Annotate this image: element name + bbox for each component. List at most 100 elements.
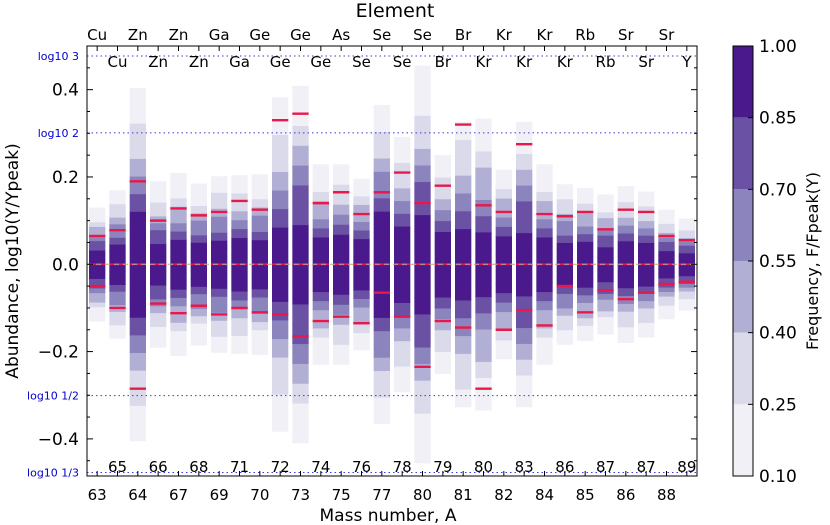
density-band (170, 272, 187, 282)
density-band (556, 300, 573, 309)
density-band (272, 338, 289, 358)
density-band (434, 329, 451, 342)
density-band (577, 325, 594, 334)
density-band (373, 158, 390, 172)
density-band (333, 184, 350, 195)
density-band (170, 289, 187, 298)
density-band (556, 315, 573, 323)
plot-background (87, 46, 697, 476)
density-band (373, 171, 390, 186)
density-band (556, 206, 573, 214)
density-band (150, 188, 167, 196)
density-band (414, 231, 431, 249)
density-band (231, 291, 248, 301)
density-band (150, 257, 167, 265)
density-band (89, 235, 106, 242)
column-As-75 (333, 164, 350, 365)
column-Br-81 (455, 121, 472, 408)
density-band (678, 294, 695, 300)
density-band (556, 198, 573, 207)
density-band (190, 293, 207, 302)
density-band (414, 429, 431, 447)
density-band (129, 281, 146, 301)
density-band (251, 280, 268, 290)
density-band (292, 363, 309, 384)
density-band (211, 336, 228, 345)
density-band (231, 308, 248, 319)
density-band (150, 285, 167, 293)
density-band (231, 255, 248, 265)
density-band (333, 304, 350, 315)
element-label: Cu (87, 26, 107, 44)
density-band (312, 227, 329, 238)
density-band (190, 337, 207, 346)
density-band (251, 346, 268, 355)
column-Y-89 (678, 218, 695, 311)
density-band (678, 256, 695, 261)
density-band (638, 242, 655, 251)
y-tick-label: 0.0 (52, 255, 79, 275)
density-band (394, 340, 411, 354)
density-band (190, 256, 207, 265)
density-band (190, 286, 207, 295)
density-band (434, 231, 451, 243)
colorbar-tick-label: 0.10 (759, 467, 797, 487)
density-band (109, 277, 126, 285)
density-band (312, 346, 329, 356)
density-band (333, 224, 350, 235)
density-band (292, 85, 309, 107)
element-label: Ge (270, 53, 291, 71)
density-band (170, 255, 187, 265)
density-band (556, 329, 573, 338)
density-band (495, 264, 512, 275)
density-band (211, 240, 228, 249)
density-band (129, 87, 146, 106)
mass-number-label: 68 (189, 458, 208, 476)
density-band (312, 209, 329, 220)
density-band (292, 145, 309, 166)
density-band (89, 245, 106, 251)
density-band (597, 240, 614, 248)
density-band (312, 173, 329, 183)
density-band (272, 208, 289, 228)
colorbar-segment (733, 117, 753, 190)
density-band (109, 230, 126, 238)
density-band (170, 239, 187, 249)
density-band (577, 302, 594, 311)
density-band (658, 209, 675, 215)
colorbar-tick-label: 0.40 (759, 324, 797, 344)
density-band (678, 233, 695, 239)
density-band (556, 271, 573, 280)
density-band (312, 164, 329, 174)
density-band (231, 210, 248, 221)
density-band (353, 307, 370, 317)
density-band (434, 351, 451, 363)
density-band (89, 302, 106, 308)
density-band (394, 200, 411, 214)
density-band (353, 298, 370, 308)
density-band (678, 226, 695, 231)
density-band (394, 366, 411, 380)
density-band (89, 259, 106, 265)
density-band (536, 264, 553, 274)
density-band (129, 158, 146, 177)
density-band (129, 211, 146, 230)
density-band (617, 264, 634, 273)
density-band (658, 291, 675, 297)
density-band (190, 278, 207, 287)
column-Ga-69 (211, 176, 228, 353)
density-band (251, 182, 268, 192)
density-band (150, 264, 167, 272)
density-band (231, 282, 248, 292)
density-band (678, 291, 695, 296)
density-band (597, 258, 614, 265)
density-band (89, 250, 106, 256)
density-band (414, 396, 431, 414)
density-band (597, 194, 614, 201)
density-band (373, 304, 390, 318)
density-band (658, 273, 675, 279)
density-band (434, 286, 451, 298)
density-band (475, 280, 492, 298)
density-band (455, 210, 472, 230)
density-band (658, 314, 675, 320)
